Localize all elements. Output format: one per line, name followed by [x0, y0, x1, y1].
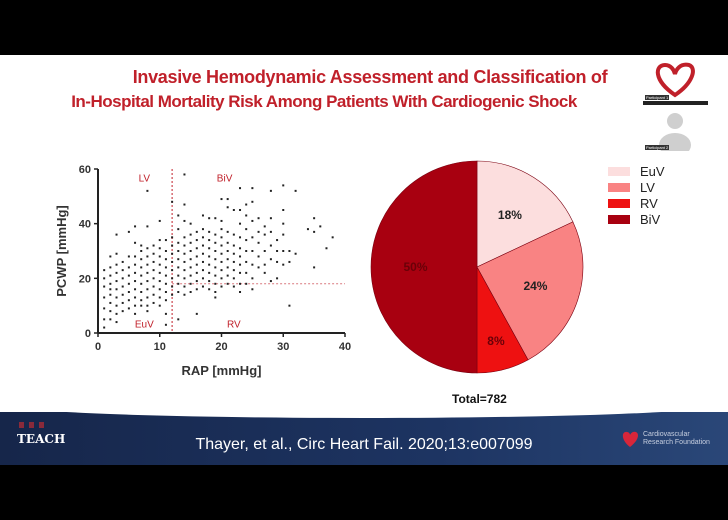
pie-total: Total=782: [452, 392, 507, 406]
citation: Thayer, et al., Circ Heart Fail. 2020;13…: [195, 436, 533, 453]
slide-title-line1: Invasive Hemodynamic Assessment and Clas…: [132, 67, 608, 87]
teach-logo: TEACH: [17, 422, 65, 446]
legend-label: RV: [640, 195, 658, 211]
participant-name: Participant 2: [645, 145, 670, 150]
legend-swatch: [608, 198, 630, 208]
slide-title-line2: In-Hospital Mortality Risk Among Patient…: [71, 92, 577, 111]
legend-swatch: [608, 166, 630, 176]
legend-item-rv: RV: [608, 195, 665, 211]
legend-label: BiV: [640, 211, 661, 227]
slide-footer: TEACH Thayer, et al., Circ Heart Fail. 2…: [0, 404, 728, 465]
legend-label: EuV: [640, 163, 665, 179]
legend-swatch: [608, 182, 630, 192]
participant-thumbnails: Participant 1 Participant 2: [643, 55, 708, 151]
participant-tile[interactable]: Participant 1: [643, 55, 708, 101]
crf-logo: Cardiovascular Research Foundation: [620, 430, 713, 448]
participant-tile[interactable]: Participant 2: [643, 105, 708, 151]
heart-logo-icon: [655, 62, 695, 98]
slide: Invasive Hemodynamic Assessment and Clas…: [0, 55, 728, 417]
participant-name: Participant 1: [645, 95, 670, 100]
pie-legend: EuV LV RV BiV: [608, 163, 665, 227]
legend-swatch: [608, 214, 630, 224]
legend-label: LV: [640, 179, 655, 195]
heart-icon: [622, 431, 638, 447]
legend-item-lv: LV: [608, 179, 665, 195]
legend-item-biv: BiV: [608, 211, 665, 227]
legend-item-euv: EuV: [608, 163, 665, 179]
